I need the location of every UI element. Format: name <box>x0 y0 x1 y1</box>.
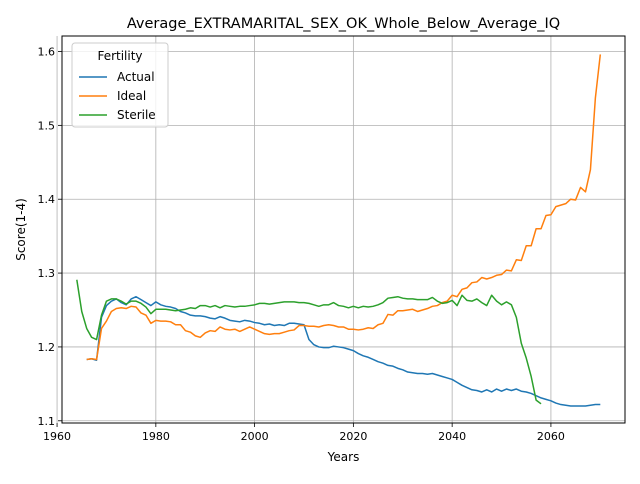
x-tick-label: 1960 <box>43 430 71 443</box>
series-lines <box>76 54 602 407</box>
x-tick-label: 2060 <box>537 430 565 443</box>
y-tick-label: 1.1 <box>38 415 56 428</box>
x-axis-label: Years <box>327 450 360 464</box>
y-tick-label: 1.6 <box>38 46 56 59</box>
x-tick-label: 2020 <box>339 430 367 443</box>
legend-entries: Actual Ideal Sterile <box>79 70 156 122</box>
series-line-actual <box>86 295 601 407</box>
x-tick-label: 2000 <box>241 430 269 443</box>
series-line-sterile <box>76 279 542 405</box>
legend-label-actual: Actual <box>117 70 155 84</box>
y-tick-label: 1.2 <box>38 341 56 354</box>
x-tick-label: 2040 <box>438 430 466 443</box>
y-axis-label: Score(1-4) <box>14 198 28 261</box>
legend-title: Fertility <box>97 49 142 63</box>
legend: Fertility Actual Ideal Sterile <box>71 42 169 128</box>
y-tick-label: 1.5 <box>38 119 56 132</box>
legend-box <box>71 42 169 128</box>
y-tick-label: 1.4 <box>38 193 56 206</box>
legend-label-ideal: Ideal <box>117 89 146 103</box>
legend-label-sterile: Sterile <box>117 108 156 122</box>
grid <box>56 36 625 423</box>
series-line-ideal <box>86 54 602 361</box>
y-axis-ticks: 1.1 1.2 1.3 1.4 1.5 1.6 <box>38 46 62 428</box>
chart-title: Average_EXTRAMARITAL_SEX_OK_Whole_Below_… <box>127 16 560 32</box>
y-tick-label: 1.3 <box>38 267 56 280</box>
x-axis-ticks: 1960 1980 2000 2020 2040 2060 <box>43 423 565 443</box>
plot-area-frame <box>61 35 626 424</box>
x-tick-label: 1980 <box>142 430 170 443</box>
